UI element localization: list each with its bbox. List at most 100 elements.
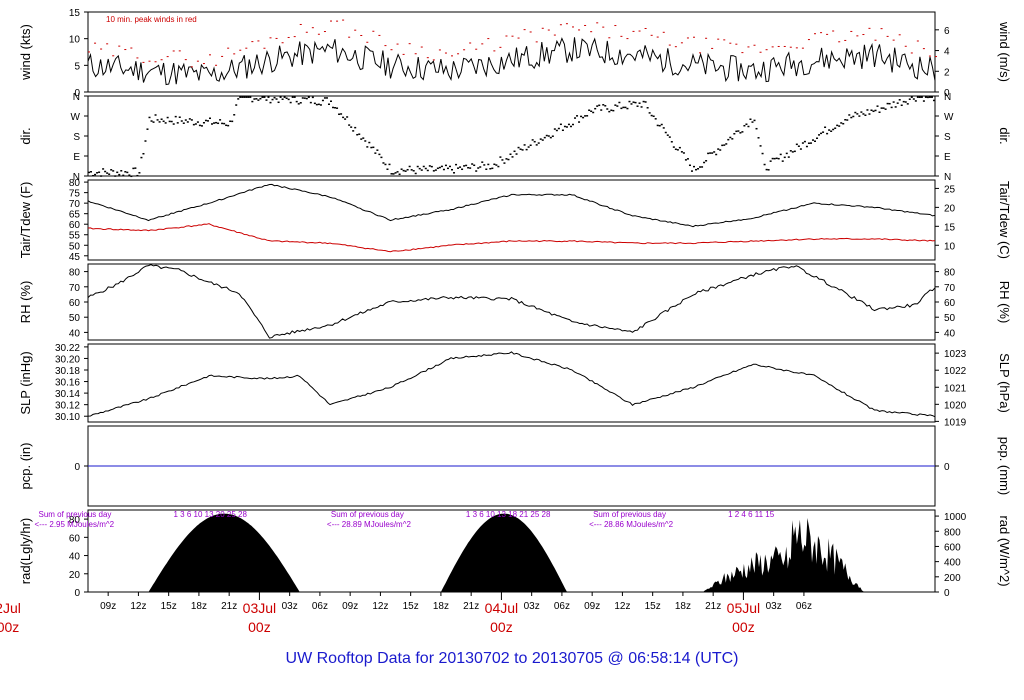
- dir-point: [797, 145, 800, 147]
- wind-peak-point: [886, 35, 889, 37]
- dir-point: [321, 99, 324, 102]
- dir-point: [168, 120, 171, 123]
- x-tick-label: 06z: [796, 601, 812, 612]
- dir-point: [586, 115, 589, 117]
- rad-day-area: [440, 513, 567, 592]
- dir-right-tick-label: E: [944, 152, 951, 163]
- dir-point: [225, 124, 228, 127]
- slp-tick-label: 30.20: [55, 354, 80, 365]
- rh-right-tick-label: 60: [944, 298, 956, 309]
- dir-point: [336, 107, 339, 109]
- slp-right-tick-label: 1022: [944, 366, 967, 377]
- slp-tick-label: 30.12: [55, 401, 80, 412]
- wind-peak-point: [154, 61, 157, 63]
- rh-right-tick-label: 80: [944, 268, 956, 279]
- dir-point: [271, 98, 274, 101]
- dir-point: [209, 117, 211, 120]
- wind-peak-point: [801, 47, 804, 49]
- dir-point: [325, 97, 328, 99]
- dir-point: [660, 123, 663, 126]
- wind-peak-point: [378, 34, 381, 36]
- wind-peak-point: [850, 30, 853, 32]
- dir-point: [142, 152, 145, 155]
- dir-point: [428, 165, 431, 167]
- x-date-time-label: 00z: [248, 619, 271, 635]
- dir-point: [876, 105, 879, 107]
- slp-ylabel-right: SLP (hPa): [997, 353, 1012, 413]
- dir-point: [368, 141, 371, 144]
- wind-peak-point: [202, 63, 205, 65]
- wind-peak-point: [874, 39, 877, 41]
- wind-peak-point: [348, 36, 351, 38]
- wind-peak-point: [142, 61, 145, 63]
- dir-point: [858, 115, 861, 117]
- temp-ylabel-right: Tair/Tdew (C): [997, 181, 1012, 259]
- x-date-label: 03Jul: [243, 600, 276, 616]
- wind-peak-point: [826, 33, 829, 35]
- dir-point: [160, 118, 163, 120]
- dir-point: [928, 96, 931, 98]
- wind-peak-point: [299, 23, 302, 25]
- wind-peak-point: [505, 35, 508, 37]
- dir-point: [501, 159, 504, 161]
- dir-point: [438, 166, 441, 169]
- rad-total-label: <--- 28.86 MJoules/m^2: [589, 520, 674, 529]
- rh-series-line: [87, 264, 936, 339]
- dir-point: [818, 134, 821, 136]
- dir-point: [152, 121, 155, 123]
- dir-point: [402, 169, 405, 172]
- dir-point: [890, 106, 893, 109]
- wind-peak-point: [699, 52, 702, 54]
- rad-right-tick-label: 600: [944, 542, 961, 553]
- dir-tick-label: N: [73, 92, 80, 103]
- dir-point: [297, 103, 300, 105]
- wind-right-tick-label: 0: [944, 88, 950, 99]
- dir-point: [600, 109, 603, 111]
- dir-point: [735, 130, 738, 133]
- wind-peak-point: [547, 29, 550, 31]
- dir-point: [332, 106, 335, 109]
- temp-tick-label: 60: [69, 220, 81, 231]
- dir-point: [354, 126, 357, 129]
- dir-point: [676, 149, 679, 151]
- wind-peak-point: [487, 38, 490, 40]
- wind-peak-point: [783, 45, 786, 47]
- temp-tick-label: 75: [69, 189, 81, 200]
- dir-point: [924, 96, 927, 98]
- dir-point: [844, 118, 847, 121]
- wind-peak-point: [166, 56, 169, 58]
- wind-peak-point: [106, 43, 109, 45]
- x-tick-label: 15z: [161, 601, 177, 612]
- wind-peak-point: [759, 51, 762, 53]
- wind-peak-point: [935, 56, 937, 58]
- wind-peak-point: [323, 31, 326, 33]
- dir-point: [114, 175, 117, 177]
- dir-tick-label: S: [73, 132, 80, 143]
- dir-point: [130, 175, 133, 178]
- x-date-label: 05Jul: [727, 600, 760, 616]
- temp-right-tick-label: 15: [944, 222, 956, 233]
- dir-right-tick-label: N: [944, 172, 951, 183]
- wind-peak-point: [862, 34, 865, 36]
- dir-point: [289, 101, 292, 104]
- dir-point: [338, 113, 341, 116]
- dir-point: [620, 107, 623, 110]
- dir-point: [231, 120, 234, 123]
- rad-summary-label: Sum of previous day: [331, 510, 404, 519]
- dir-point: [537, 142, 540, 144]
- dir-point: [882, 107, 885, 109]
- dir-point: [725, 143, 728, 145]
- dir-point: [674, 148, 677, 151]
- dir-point: [434, 169, 437, 171]
- x-tick-label: 18z: [433, 601, 449, 612]
- dir-point: [515, 153, 518, 155]
- panel-frame-1: [87, 95, 936, 177]
- slp-right-tick-label: 1020: [944, 400, 967, 411]
- dir-point: [313, 102, 316, 105]
- temp-tick-label: 45: [69, 252, 81, 263]
- wind-peak-point: [499, 46, 502, 48]
- dir-point: [616, 105, 619, 107]
- dir-point: [394, 172, 397, 174]
- wind-peak-point: [263, 47, 266, 49]
- wind-peak-point: [928, 55, 931, 57]
